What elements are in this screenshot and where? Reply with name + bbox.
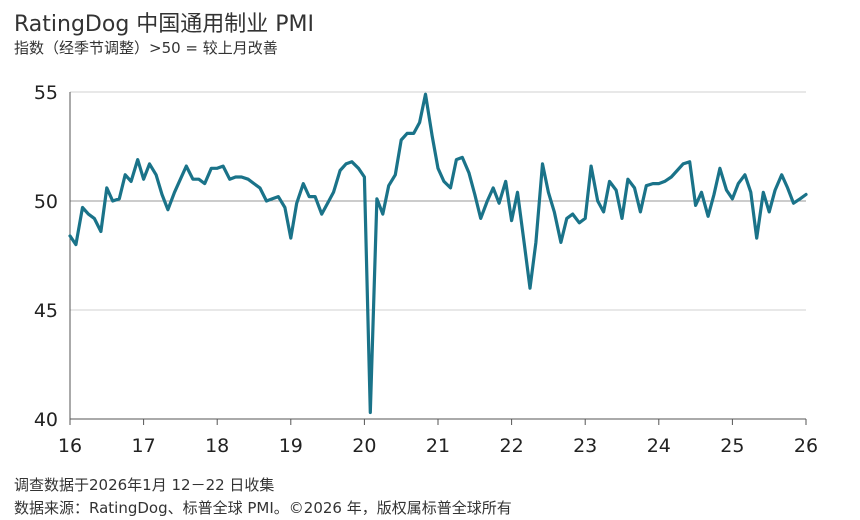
footer-survey-date: 调查数据于2026年1月 12－22 日收集 — [14, 476, 275, 494]
y-tick-label-40: 40 — [34, 409, 58, 431]
series-layer — [68, 92, 808, 415]
x-tick-label-20: 20 — [352, 435, 376, 457]
grid-layer — [70, 91, 806, 311]
x-tick-label-16: 16 — [58, 435, 82, 457]
axis-layer — [69, 92, 807, 425]
x-tick-label-17: 17 — [132, 435, 156, 457]
x-tick-label-21: 21 — [426, 435, 450, 457]
pmi-line-chart: 40 45 50 55 16 17 18 19 20 21 22 23 24 25 26 — [34, 82, 818, 457]
y-tick-label-55: 55 — [34, 82, 58, 104]
x-tick-label-24: 24 — [647, 435, 671, 457]
x-tick-label-19: 19 — [279, 435, 303, 457]
x-tick-label-18: 18 — [205, 435, 229, 457]
chart-title: RatingDog 中国通用制业 PMI — [14, 12, 315, 37]
x-tick-label-23: 23 — [573, 435, 597, 457]
y-tick-label-50: 50 — [34, 191, 58, 213]
x-tick-label-25: 25 — [720, 435, 744, 457]
series-line-0 — [68, 92, 808, 415]
x-tick-label-22: 22 — [500, 435, 524, 457]
tick-layer: 40 45 50 55 16 17 18 19 20 21 22 23 24 25 26 — [34, 82, 818, 457]
x-tick-label-26: 26 — [794, 435, 818, 457]
chart-subtitle: 指数（经季节调整）>50 = 较上月改善 — [14, 39, 278, 57]
footer-source: 数据来源：RatingDog、标普全球 PMI。©2026 年，版权属标普全球所… — [14, 499, 512, 517]
y-tick-label-45: 45 — [34, 300, 58, 322]
